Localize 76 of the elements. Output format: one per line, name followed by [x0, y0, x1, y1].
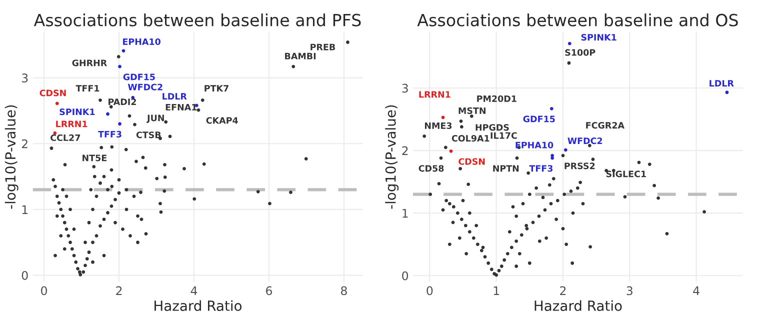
annotation: S100P [565, 49, 596, 56]
annotation: TFF3 [529, 165, 553, 172]
annotation: WFDC2 [128, 84, 162, 90]
annotation: EPHA10 [123, 38, 160, 46]
annotation: NT5E [82, 154, 106, 162]
annotation: PM20D1 [477, 95, 516, 102]
annotation: LDLR [162, 93, 187, 100]
x-tick-label: 2 [560, 286, 566, 296]
annotation: WFDC2 [568, 138, 602, 144]
point [55, 102, 59, 106]
annotation: FCGR2A [586, 122, 624, 129]
annotation: CCL27 [50, 134, 80, 142]
annotation: EFNA1 [166, 104, 197, 110]
x-tick-label: 1 [494, 286, 499, 296]
point [550, 156, 554, 160]
annotation: PTK7 [204, 85, 228, 92]
annotation: COL9A1 [452, 135, 490, 142]
y-axis-title: -log10(P-value) [4, 105, 18, 209]
annotation: PADI2 [108, 98, 136, 106]
annotation: NPTN [493, 165, 519, 172]
x-tick-label: 0 [41, 286, 47, 296]
annotation: HPGDS [476, 124, 509, 131]
y-tick-label: 2 [22, 139, 28, 148]
annotation: CKAP4 [206, 117, 238, 124]
y-tick-label: 0 [22, 271, 28, 280]
y-tick-label: 3 [402, 84, 408, 93]
annotation: MSTN [458, 107, 486, 114]
annotation: CTSB [136, 132, 161, 138]
x-tick-label: 3 [626, 286, 632, 296]
annotation: LRRN1 [56, 120, 88, 128]
y-tick-label: 3 [22, 74, 28, 82]
point [564, 148, 568, 152]
y-tick-label: 0 [402, 271, 408, 280]
x-tick-label: 4 [190, 286, 198, 296]
y-axis-title: -log10(P-value) [385, 105, 399, 209]
point [725, 90, 729, 94]
point [449, 149, 453, 153]
annotation: PRSS2 [564, 162, 595, 170]
x-tick-label: 0 [426, 286, 433, 296]
annotation: LRRN1 [419, 91, 450, 98]
point [106, 112, 110, 116]
annotation: EPHA10 [516, 142, 554, 148]
annotation: IL17C [490, 132, 517, 139]
chart-title: Associations between baseline and OS [417, 14, 738, 26]
point [118, 64, 122, 68]
annotation: SIGLEC1 [606, 170, 646, 178]
annotation: CDSN [40, 90, 66, 96]
point [550, 106, 554, 110]
annotation: CDSN [458, 158, 485, 165]
annotation: LDLR [710, 80, 734, 86]
annotation: NME3 [424, 122, 452, 129]
annotation: GDF15 [123, 74, 155, 80]
y-tick-label: 2 [402, 146, 408, 156]
annotation: PREB [310, 44, 335, 50]
y-tick-label: 1 [402, 208, 408, 218]
point [441, 116, 445, 120]
annotation: TFF3 [98, 130, 122, 138]
point [118, 122, 122, 126]
x-axis-title: Hazard Ratio [154, 300, 242, 311]
annotation: GDF15 [523, 116, 555, 122]
annotation: CD58 [418, 165, 444, 172]
annotation: SPINK1 [60, 108, 95, 116]
chart-title: Associations between baseline and PFS [34, 14, 361, 26]
annotation: GHRHR [72, 60, 107, 66]
annotation: TFF1 [76, 85, 100, 92]
x-tick-label: 2 [116, 286, 122, 296]
x-tick-label: 8 [341, 286, 347, 296]
annotation: JUN [146, 114, 164, 123]
x-tick-label: 6 [266, 286, 272, 296]
point [122, 49, 126, 53]
y-tick-label: 1 [22, 205, 28, 214]
annotation: BAMBI [285, 52, 316, 60]
x-axis-title: Hazard Ratio [534, 300, 622, 311]
point [568, 42, 572, 46]
annotation: SPINK1 [581, 34, 616, 41]
x-tick-label: 4 [693, 286, 700, 296]
